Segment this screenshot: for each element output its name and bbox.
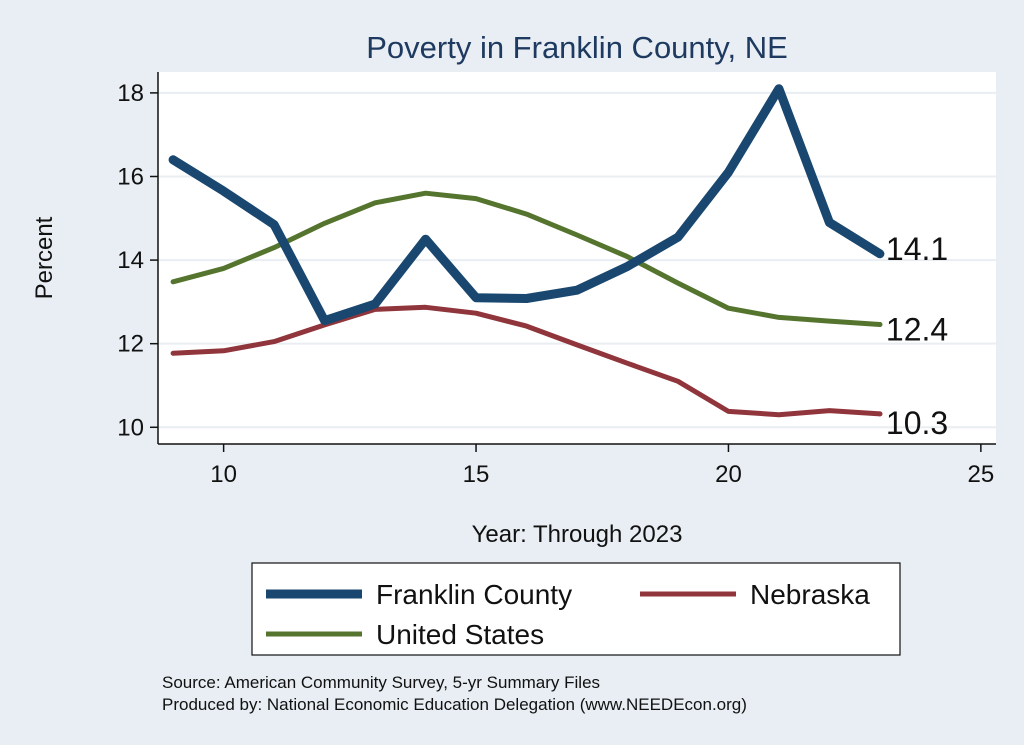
legend-label-nebraska: Nebraska bbox=[750, 579, 870, 610]
legend-item-nebraska: Nebraska bbox=[640, 579, 870, 610]
plot-area bbox=[158, 72, 996, 444]
x-tick-label-25: 25 bbox=[968, 461, 995, 488]
ticks: 10 12 14 16 18 10 15 20 25 bbox=[117, 80, 994, 488]
end-label-franklin-county: 14.1 bbox=[886, 231, 948, 267]
y-tick-label-10: 10 bbox=[117, 414, 144, 441]
y-tick-label-18: 18 bbox=[117, 80, 144, 107]
y-tick-label-14: 14 bbox=[117, 247, 144, 274]
series-line-nebraska bbox=[170, 304, 883, 418]
x-tick-label-10: 10 bbox=[210, 461, 237, 488]
x-tick-label-15: 15 bbox=[463, 461, 490, 488]
legend-box bbox=[251, 562, 901, 656]
axes bbox=[157, 72, 996, 445]
end-marker-nebraska bbox=[877, 411, 883, 417]
x-axis-title: Year: Through 2023 bbox=[472, 521, 683, 548]
y-tick-label-16: 16 bbox=[117, 163, 144, 190]
legend: Franklin County Nebraska United States bbox=[251, 562, 901, 656]
end-label-nebraska: 10.3 bbox=[886, 405, 948, 441]
series-line-franklin-county bbox=[168, 84, 885, 326]
produced-by-note: Produced by: National Economic Education… bbox=[162, 695, 747, 714]
end-labels: 14.1 10.3 12.4 bbox=[886, 231, 948, 441]
end-marker-franklin-county bbox=[877, 251, 883, 257]
legend-label-united-states: United States bbox=[376, 619, 544, 650]
source-note: Source: American Community Survey, 5-yr … bbox=[162, 673, 600, 692]
chart-title: Poverty in Franklin County, NE bbox=[366, 30, 788, 65]
y-tick-label-12: 12 bbox=[117, 331, 144, 358]
y-axis-title: Percent bbox=[31, 216, 58, 299]
legend-item-franklin-county: Franklin County bbox=[266, 579, 572, 610]
legend-label-franklin-county: Franklin County bbox=[376, 579, 572, 610]
end-label-united-states: 12.4 bbox=[886, 311, 948, 347]
x-tick-label-20: 20 bbox=[715, 461, 742, 488]
series bbox=[168, 84, 885, 418]
legend-item-united-states: United States bbox=[266, 619, 544, 650]
series-line-united-states bbox=[170, 190, 883, 327]
end-marker-united-states bbox=[877, 321, 883, 327]
